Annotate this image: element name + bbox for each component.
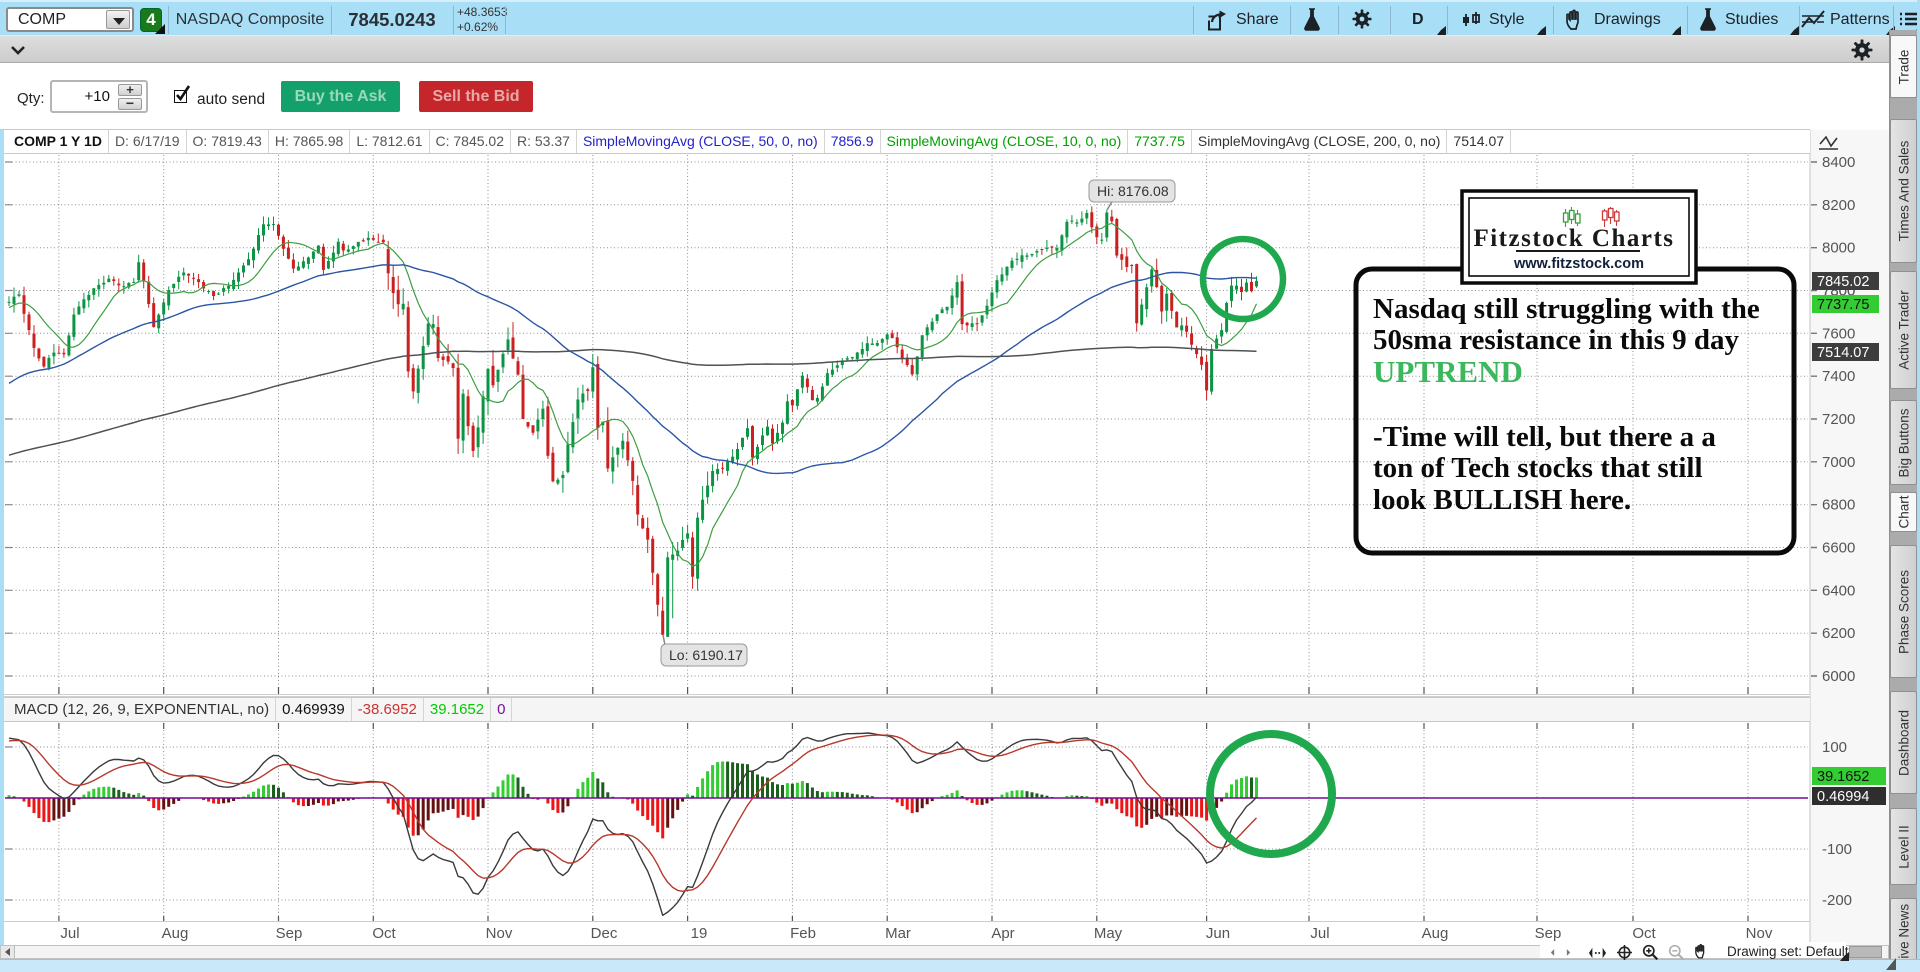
svg-text:Lo: 6190.17: Lo: 6190.17: [669, 647, 743, 663]
svg-text:7600: 7600: [1822, 325, 1855, 342]
svg-text:Dec: Dec: [591, 925, 618, 942]
svg-text:Fitzstock Charts: Fitzstock Charts: [1473, 225, 1674, 252]
svg-text:6800: 6800: [1822, 497, 1855, 514]
svg-text:Nov: Nov: [1746, 925, 1773, 942]
svg-text:50sma resistance in this 9 day: 50sma resistance in this 9 day: [1373, 324, 1740, 356]
svg-text:Jul: Jul: [1310, 925, 1329, 942]
svg-text:7400: 7400: [1822, 368, 1855, 385]
svg-text:ton of Tech stocks that still: ton of Tech stocks that still: [1373, 452, 1703, 484]
svg-text:-Time will tell, but there a a: -Time will tell, but there a a: [1373, 421, 1716, 453]
svg-text:Nasdaq still struggling with t: Nasdaq still struggling with the: [1373, 293, 1760, 325]
svg-text:Aug: Aug: [162, 925, 189, 942]
svg-text:8400: 8400: [1822, 154, 1855, 171]
svg-text:Jul: Jul: [60, 925, 79, 942]
svg-text:Hi: 8176.08: Hi: 8176.08: [1097, 183, 1169, 199]
svg-text:look BULLISH here.: look BULLISH here.: [1373, 484, 1631, 516]
svg-text:8000: 8000: [1822, 240, 1855, 257]
svg-text:100: 100: [1822, 739, 1847, 756]
svg-text:6200: 6200: [1822, 625, 1855, 642]
svg-text:Jun: Jun: [1206, 925, 1230, 942]
svg-text:6400: 6400: [1822, 582, 1855, 599]
svg-text:7200: 7200: [1822, 411, 1855, 428]
svg-text:0.46994: 0.46994: [1817, 789, 1869, 805]
svg-text:7737.75: 7737.75: [1817, 297, 1869, 313]
svg-text:Oct: Oct: [372, 925, 396, 942]
svg-text:7000: 7000: [1822, 454, 1855, 471]
svg-text:Nov: Nov: [486, 925, 513, 942]
svg-text:8200: 8200: [1822, 197, 1855, 214]
svg-text:-200: -200: [1822, 892, 1852, 909]
svg-text:Sep: Sep: [1535, 925, 1562, 942]
svg-text:39.1652: 39.1652: [1817, 769, 1869, 785]
svg-text:Aug: Aug: [1422, 925, 1449, 942]
svg-text:Apr: Apr: [991, 925, 1014, 942]
svg-text:www.fitzstock.com: www.fitzstock.com: [1513, 256, 1644, 272]
svg-text:Sep: Sep: [276, 925, 303, 942]
svg-text:7514.07: 7514.07: [1817, 345, 1869, 361]
svg-text:Feb: Feb: [790, 925, 816, 942]
svg-text:Oct: Oct: [1632, 925, 1656, 942]
svg-text:May: May: [1094, 925, 1123, 942]
svg-text:Mar: Mar: [885, 925, 911, 942]
svg-text:6000: 6000: [1822, 668, 1855, 685]
svg-text:19: 19: [691, 925, 708, 942]
svg-text:UPTREND: UPTREND: [1373, 354, 1523, 389]
svg-text:7845.02: 7845.02: [1817, 274, 1869, 290]
svg-text:6600: 6600: [1822, 540, 1855, 557]
svg-text:-100: -100: [1822, 841, 1852, 858]
